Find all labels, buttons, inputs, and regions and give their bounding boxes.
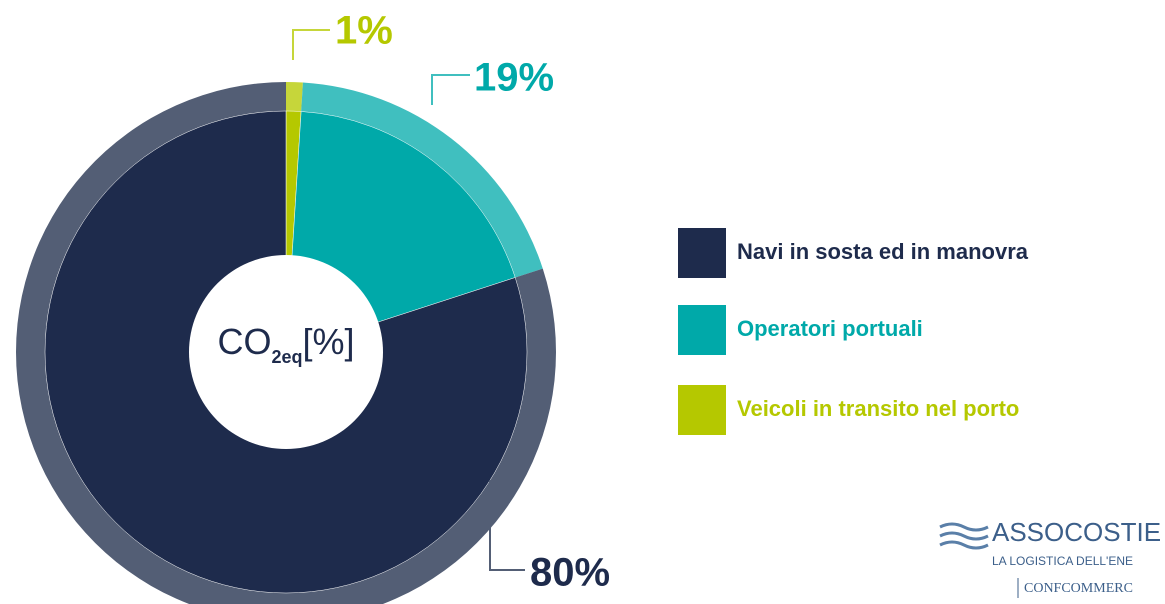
logo-partner: CONFCOMMERC xyxy=(1024,581,1133,596)
pie-slice xyxy=(44,110,528,594)
legend-label: Navi in sosta ed in manovra xyxy=(737,239,1029,264)
data-label: 80% xyxy=(530,551,610,595)
legend-swatch xyxy=(678,305,726,355)
logo-name: ASSOCOSTIE xyxy=(992,517,1161,547)
center-label-part: [%] xyxy=(303,321,355,362)
leader-line xyxy=(431,74,470,105)
legend-label: Operatori portuali xyxy=(737,316,923,341)
center-label: CO2eq[%] xyxy=(217,321,354,367)
logo-waves xyxy=(939,522,989,550)
center-label-part: CO xyxy=(217,321,271,362)
data-label: 19% xyxy=(474,56,554,100)
center-hole xyxy=(189,255,383,449)
leader-line xyxy=(489,480,525,571)
leader-line xyxy=(292,29,330,60)
legend-label: Veicoli in transito nel porto xyxy=(737,396,1019,421)
center-label-part: 2eq xyxy=(271,347,302,367)
legend-swatch xyxy=(678,385,726,435)
logo: ASSOCOSTIE LA LOGISTICA DELL'ENE CONFCOM… xyxy=(939,517,1161,598)
legend-swatch xyxy=(678,228,726,278)
data-label: 1% xyxy=(335,9,393,53)
logo-tagline: LA LOGISTICA DELL'ENE xyxy=(992,554,1133,568)
